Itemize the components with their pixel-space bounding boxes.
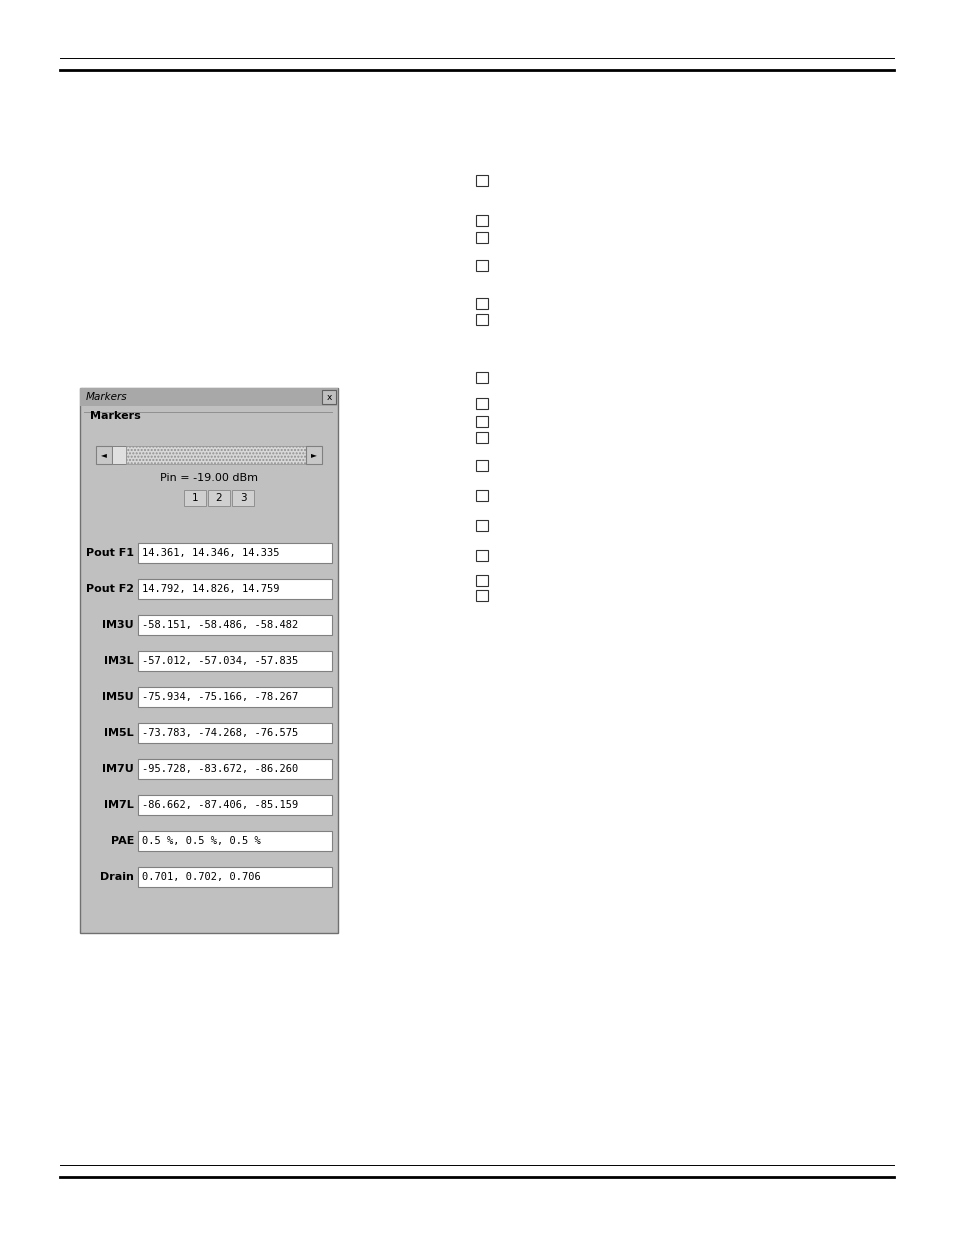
Bar <box>138 760 332 779</box>
Text: IM7U: IM7U <box>102 764 133 774</box>
Text: ►: ► <box>311 451 316 459</box>
Text: 14.361, 14.346, 14.335: 14.361, 14.346, 14.335 <box>142 548 279 558</box>
Bar <box>476 232 488 243</box>
Text: IM7L: IM7L <box>104 800 133 810</box>
Text: IM3U: IM3U <box>102 620 133 630</box>
Text: 0.5 %, 0.5 %, 0.5 %: 0.5 %, 0.5 %, 0.5 % <box>142 836 260 846</box>
Text: -73.783, -74.268, -76.575: -73.783, -74.268, -76.575 <box>142 727 298 739</box>
Text: Markers: Markers <box>90 411 141 421</box>
Bar <box>184 490 206 506</box>
Text: Pin = -19.00 dBm: Pin = -19.00 dBm <box>160 473 257 483</box>
Bar <box>138 831 332 851</box>
Text: -86.662, -87.406, -85.159: -86.662, -87.406, -85.159 <box>142 800 298 810</box>
Text: 1: 1 <box>192 493 198 503</box>
Bar <box>476 314 488 325</box>
Bar <box>138 722 332 743</box>
Bar <box>322 390 335 404</box>
Bar <box>138 687 332 706</box>
Bar <box>232 490 253 506</box>
Text: PAE: PAE <box>111 836 133 846</box>
Bar <box>476 398 488 409</box>
Bar <box>96 446 112 464</box>
Bar <box>112 446 126 464</box>
Bar <box>208 490 230 506</box>
Text: x: x <box>326 393 332 401</box>
Bar <box>476 550 488 561</box>
Bar <box>476 298 488 309</box>
Text: Markers: Markers <box>86 391 128 403</box>
Bar <box>138 543 332 563</box>
Bar <box>476 215 488 226</box>
Bar <box>476 459 488 471</box>
Bar <box>126 446 306 464</box>
Text: IM3L: IM3L <box>104 656 133 666</box>
Bar <box>138 867 332 887</box>
Text: 2: 2 <box>215 493 222 503</box>
Bar <box>138 579 332 599</box>
Bar <box>138 615 332 635</box>
Bar <box>476 261 488 270</box>
Bar <box>476 175 488 186</box>
Text: 14.792, 14.826, 14.759: 14.792, 14.826, 14.759 <box>142 584 279 594</box>
Text: ◄: ◄ <box>101 451 107 459</box>
Text: -95.728, -83.672, -86.260: -95.728, -83.672, -86.260 <box>142 764 298 774</box>
Bar <box>306 446 322 464</box>
Bar <box>476 372 488 383</box>
Bar <box>476 416 488 427</box>
Bar <box>80 388 337 932</box>
Text: -75.934, -75.166, -78.267: -75.934, -75.166, -78.267 <box>142 692 298 701</box>
Bar <box>476 590 488 601</box>
Bar <box>138 651 332 671</box>
Bar <box>476 432 488 443</box>
Text: Pout F2: Pout F2 <box>86 584 133 594</box>
Bar <box>476 576 488 585</box>
Bar <box>476 490 488 501</box>
Bar <box>476 520 488 531</box>
Bar <box>80 388 337 406</box>
Text: Drain: Drain <box>100 872 133 882</box>
Text: -57.012, -57.034, -57.835: -57.012, -57.034, -57.835 <box>142 656 298 666</box>
Text: Pout F1: Pout F1 <box>86 548 133 558</box>
Text: 0.701, 0.702, 0.706: 0.701, 0.702, 0.706 <box>142 872 260 882</box>
Text: IM5U: IM5U <box>102 692 133 701</box>
Text: -58.151, -58.486, -58.482: -58.151, -58.486, -58.482 <box>142 620 298 630</box>
Text: 3: 3 <box>239 493 246 503</box>
Text: IM5L: IM5L <box>104 727 133 739</box>
Bar <box>138 795 332 815</box>
